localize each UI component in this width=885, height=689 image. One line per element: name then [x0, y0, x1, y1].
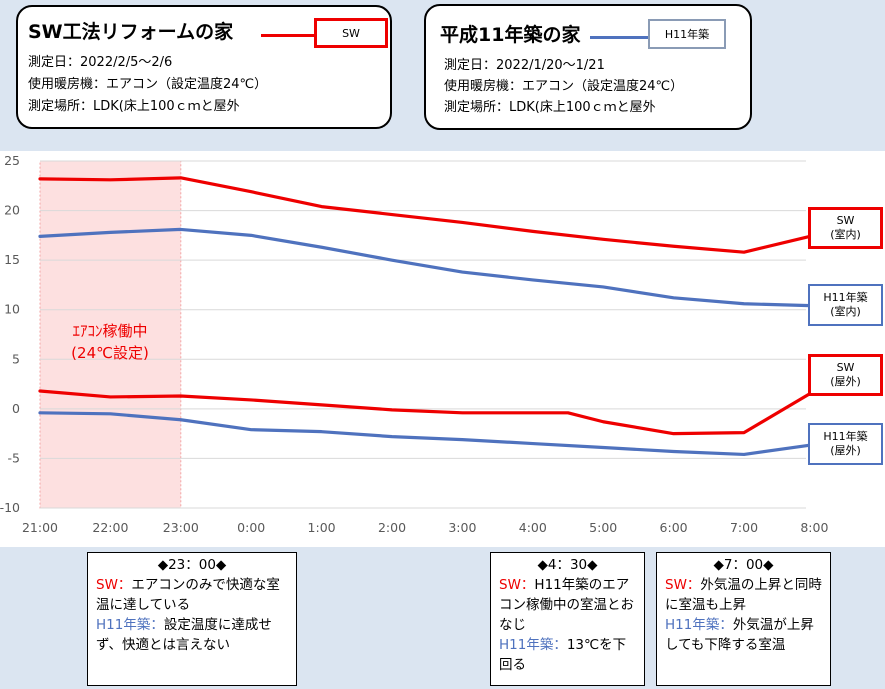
x-tick-label: 1:00	[308, 520, 336, 535]
h11-outdoor-label: H11年築 (屋外)	[808, 423, 883, 465]
sw-heater: 使用暖房機：エアコン（設定温度24℃）	[28, 77, 268, 92]
y-tick-label: 10	[4, 302, 20, 317]
sw-info-box: SW工法リフォームの家 SW 測定日：2022/2/5～2/6 使用暖房機：エア…	[16, 5, 392, 129]
note-0700-sw-text: 外気温の上昇と同時に室温も上昇	[665, 577, 822, 613]
h11-heater: 使用暖房機：エアコン（設定温度24℃）	[444, 79, 684, 94]
note-2300-title: ◆23：00◆	[157, 557, 227, 573]
y-tick-label: 25	[4, 153, 20, 168]
x-tick-label: 7:00	[730, 520, 758, 535]
note-0700-h11: H11年築：外気温が上昇しても下降する室温	[665, 615, 822, 655]
note-0430-sw-text: H11年築のエアコン稼働中の室温とおなじ	[499, 577, 634, 633]
aircon-region-label-line1: ｴｱｺﾝ稼働中	[72, 322, 147, 340]
note-0430-sw: SW：H11年築のエアコン稼働中の室温とおなじ	[499, 575, 636, 635]
x-tick-label: 8:00	[800, 520, 828, 535]
note-0430: ◆4：30◆ SW：H11年築のエアコン稼働中の室温とおなじ H11年築：13℃…	[490, 552, 645, 686]
aircon-region-label-line2: (24℃設定)	[71, 344, 149, 362]
note-0700-title: ◆7：00◆	[713, 557, 774, 573]
x-tick-label: 22:00	[92, 520, 128, 535]
h11-outdoor-label-name: H11年築	[823, 430, 868, 443]
sw-box-title: SW工法リフォームの家	[28, 21, 234, 43]
x-tick-label: 4:00	[519, 520, 547, 535]
y-tick-label: 15	[4, 252, 20, 267]
sw-indoor-label-name: SW	[836, 214, 855, 227]
h11-indoor-label-place: (室内)	[830, 305, 861, 318]
note-2300-h11-label: H11年築：	[96, 617, 164, 633]
note-0700: ◆7：00◆ SW：外気温の上昇と同時に室温も上昇 H11年築：外気温が上昇して…	[656, 552, 831, 686]
note-2300: ◆23：00◆ SW：エアコンのみで快適な室温に達している H11年築：設定温度…	[87, 552, 297, 686]
x-tick-label: 3:00	[448, 520, 476, 535]
note-0430-h11-label: H11年築：	[499, 637, 567, 653]
note-2300-h11-text: 設定温度に達成せず、快適とは言えない	[96, 617, 272, 653]
series-line-sw-out	[38, 389, 817, 436]
sw-outdoor-label-name: SW	[836, 361, 855, 374]
note-0430-sw-label: SW：	[499, 577, 535, 593]
y-tick-label: -10	[0, 500, 20, 515]
note-2300-sw: SW：エアコンのみで快適な室温に達している	[96, 575, 288, 615]
note-2300-h11: H11年築：設定温度に達成せず、快適とは言えない	[96, 615, 288, 655]
h11-info-box: 平成11年築の家 H11年築 測定日：2022/1/20～1/21 使用暖房機：…	[424, 4, 752, 130]
h11-legend-line	[590, 36, 650, 39]
x-tick-label: 23:00	[163, 520, 199, 535]
sw-outdoor-label: SW (屋外)	[808, 354, 883, 396]
series-line-h11-in	[38, 227, 817, 308]
h11-indoor-label: H11年築 (室内)	[808, 284, 883, 326]
h11-outdoor-label-place: (屋外)	[830, 444, 861, 457]
x-tick-label: 2:00	[378, 520, 406, 535]
series-line-sw-in	[38, 176, 817, 254]
sw-indoor-label: SW (室内)	[808, 207, 883, 249]
x-tick-label: 21:00	[22, 520, 58, 535]
x-tick-label: 6:00	[660, 520, 688, 535]
note-0430-title: ◆4：30◆	[537, 557, 598, 573]
sw-indoor-label-place: (室内)	[830, 228, 861, 241]
sw-legend-tag: SW	[314, 18, 388, 48]
sw-measure-date: 測定日：2022/2/5～2/6	[28, 55, 173, 70]
h11-measure-place: 測定場所：LDK(床上100ｃｍと屋外	[444, 100, 656, 115]
note-2300-sw-text: エアコンのみで快適な室温に達している	[96, 577, 280, 613]
y-tick-label: -5	[8, 450, 20, 465]
series-line-h11-out	[38, 411, 817, 457]
h11-indoor-label-name: H11年築	[823, 291, 868, 304]
x-tick-label: 0:00	[237, 520, 265, 535]
y-tick-label: 0	[12, 401, 20, 416]
note-0430-h11-text: 13℃を下回る	[499, 637, 627, 673]
note-0700-h11-text: 外気温が上昇しても下降する室温	[665, 617, 814, 653]
h11-legend-tag: H11年築	[648, 19, 726, 49]
aircon-shaded-region	[39, 160, 182, 509]
y-tick-label: 20	[4, 203, 20, 218]
note-0700-h11-label: H11年築：	[665, 617, 733, 633]
note-0430-h11: H11年築：13℃を下回る	[499, 635, 636, 675]
h11-box-title: 平成11年築の家	[440, 24, 581, 46]
h11-measure-date: 測定日：2022/1/20～1/21	[444, 58, 605, 73]
y-tick-label: 5	[12, 351, 20, 366]
sw-measure-place: 測定場所：LDK(床上100ｃｍと屋外	[28, 99, 240, 114]
x-tick-label: 5:00	[589, 520, 617, 535]
note-2300-sw-label: SW：	[96, 577, 132, 593]
sw-legend-line	[261, 34, 327, 37]
note-0700-sw-label: SW：	[665, 577, 701, 593]
note-0700-sw: SW：外気温の上昇と同時に室温も上昇	[665, 575, 822, 615]
sw-outdoor-label-place: (屋外)	[830, 375, 861, 388]
